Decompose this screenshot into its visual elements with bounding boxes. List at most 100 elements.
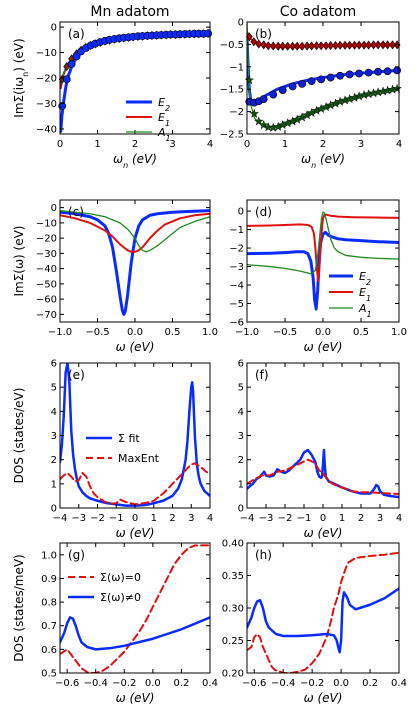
ytick-label-h-0: 0.20 (222, 669, 244, 680)
marker-b-0-21 (346, 40, 353, 50)
ytick-label-c-1: −10 (36, 218, 57, 229)
ytick-label-d-1: −1 (229, 225, 244, 236)
ytick-label-e-2: 2 (51, 455, 57, 466)
ytick-label-e-4: 4 (51, 407, 57, 418)
ylabel-c: ImΣ(ω) (eV) (12, 226, 26, 297)
ytick-label-a-3: −30 (36, 99, 57, 110)
xtick-label-e-5: 1 (151, 513, 157, 524)
marker-b-0-17 (327, 41, 334, 51)
xtick-label-a-2: 2 (132, 139, 138, 150)
panel-label-b: (b) (255, 27, 272, 41)
marker-b-0-20 (341, 40, 349, 50)
xlabel-f: ω (eV) (304, 526, 343, 540)
xtick-label-b-4: 4 (396, 139, 402, 150)
header-mn: Mn adatom (90, 4, 169, 20)
marker-b-2-2 (253, 116, 264, 126)
ytick-label-b-0: 0 (238, 18, 244, 29)
ytick-label-a-1: −10 (36, 48, 57, 59)
marker-b-0-7 (279, 41, 287, 51)
marker-b-0-2 (255, 39, 263, 49)
legend-label-g-0: Σ(ω)=0 (100, 571, 141, 584)
xlabel-a: ωn (eV) (113, 152, 157, 170)
marker-b-0-4 (264, 41, 272, 51)
ylabel-e: DOS (states/eV) (12, 388, 26, 484)
header-co: Co adatom (280, 4, 357, 20)
ytick-label-g-1: 0.6 (41, 645, 57, 656)
panels: 0 1 2 3 40−10−20−30−40(a)ωn (eV)ImΣ(iωn) (eV… (12, 18, 407, 706)
marker-b-0-3 (260, 40, 268, 50)
xtick-label-c-3: 0.5 (165, 327, 181, 338)
legend-label-a-0: E2 (158, 96, 170, 113)
ytick-label-g-5: 1.0 (41, 550, 57, 561)
xlabel-c: ω (eV) (116, 340, 155, 354)
xtick-label-g-4: 0.2 (173, 678, 189, 689)
panel-label-a: (a) (68, 27, 85, 41)
ytick-label-e-6: 6 (51, 359, 57, 370)
series-line-h-0 (247, 551, 399, 673)
ylabel-a: ImΣ(iωn) (eV) (12, 38, 30, 117)
ytick-label-f-5: 5 (238, 383, 244, 394)
ytick-label-f-4: 4 (238, 407, 244, 418)
xtick-label-e-0: −4 (53, 513, 68, 524)
marker-b-0-13 (308, 41, 315, 51)
series-line-c-0 (60, 209, 210, 316)
xtick-label-d-2: 0.0 (315, 327, 331, 338)
series-line-f-0 (247, 448, 399, 499)
xtick-label-e-4: 0 (132, 513, 138, 524)
legend-label-d-0: E2 (359, 270, 371, 287)
xtick-label-b-1: 1 (282, 139, 288, 150)
ylabel-g: DOS (states/meV) (12, 554, 26, 661)
ytick-label-c-4: −40 (36, 264, 57, 275)
panel-c: −1.0 −0.5 0.0 0.5 1.0 0 −10 −20 −30 −40 −50 −60 −70 (… (12, 199, 218, 354)
xtick-label-h-5: 0.4 (391, 678, 407, 689)
marker-b-1-13 (355, 69, 363, 78)
series-line-c-2 (60, 210, 210, 253)
xtick-label-f-2: −2 (278, 513, 293, 524)
xtick-label-c-4: 1.0 (202, 327, 218, 338)
legend-label-d-1: E1 (359, 286, 371, 303)
series-line-e-1 (60, 462, 210, 506)
ytick-label-b-4: −2 (229, 107, 244, 118)
ytick-label-g-3: 0.8 (41, 598, 57, 609)
series-line-g-0 (60, 544, 210, 673)
marker-b-0-22 (351, 40, 358, 50)
xtick-label-e-2: −2 (90, 513, 105, 524)
xtick-label-h-3: 0.0 (333, 678, 349, 689)
xtick-label-g-5: 0.4 (202, 678, 218, 689)
ytick-label-e-1: 1 (51, 479, 57, 490)
marker-b-0-5 (269, 41, 277, 51)
series-line-d-0 (247, 230, 399, 311)
ytick-label-c-0: 0 (51, 203, 57, 214)
legend-label-e-0: Σ fit (118, 432, 140, 445)
ytick-label-h-3: 0.35 (222, 571, 244, 582)
panel-label-e: (e) (68, 368, 85, 382)
marker-b-1-17 (393, 66, 401, 75)
xtick-label-d-1: −0.5 (273, 327, 297, 338)
marker-b-1-15 (374, 67, 382, 76)
ytick-label-f-3: 3 (238, 431, 244, 442)
series-line-h-1 (247, 587, 399, 654)
marker-a-1-1 (62, 75, 71, 84)
xtick-label-e-6: 2 (169, 513, 175, 524)
marker-b-0-14 (313, 41, 320, 51)
ytick-label-b-1: −0.5 (220, 40, 244, 51)
ytick-label-d-4: −4 (229, 281, 244, 292)
panel-g: −0.6 −0.4 −0.2 0.0 0.2 0.4 0.5 0.6 0.7 0.8 0.9 1.0 (… (12, 542, 218, 705)
xtick-label-f-8: 4 (396, 513, 402, 524)
marker-b-1-4 (269, 90, 278, 99)
xtick-label-c-1: −0.5 (85, 327, 109, 338)
marker-b-0-19 (336, 40, 344, 50)
xtick-label-a-3: 3 (169, 139, 175, 150)
marker-b-1-10 (326, 73, 335, 82)
xtick-label-a-1: 1 (94, 139, 100, 150)
marker-b-0-10 (293, 41, 301, 51)
xlabel-d: ω (eV) (304, 340, 343, 354)
ytick-label-h-2: 0.30 (222, 604, 244, 615)
ytick-label-a-2: −20 (36, 74, 57, 85)
xtick-label-a-4: 4 (207, 139, 213, 150)
xtick-label-e-1: −3 (71, 513, 86, 524)
marker-b-0-26 (370, 40, 377, 50)
xtick-label-b-0: 0 (244, 139, 250, 150)
xtick-label-c-2: 0.0 (127, 327, 143, 338)
panel-h: −0.6 −0.4 −0.2 0.0 0.2 0.4 0.20 0.25 0.30 0.35 0.4… (222, 539, 407, 706)
